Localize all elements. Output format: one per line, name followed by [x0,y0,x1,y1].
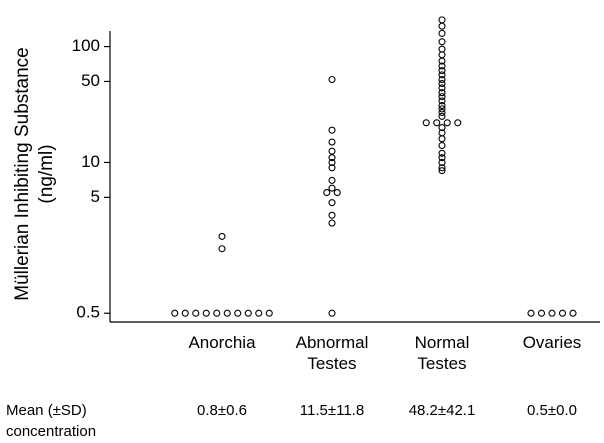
data-point [438,67,446,75]
data-point [255,309,263,317]
data-point [422,119,430,127]
data-point [328,126,336,134]
data-point [438,89,446,97]
data-point [328,138,336,146]
data-point [433,119,441,127]
data-point [438,141,446,150]
data-point [328,184,336,192]
x-tick-label: Abnormal Testes [295,333,369,373]
mean-value: 48.2±42.1 [408,402,476,419]
x-tick-label: Normal Testes [414,333,470,373]
data-point [438,105,446,113]
data-point [569,309,577,317]
data-point [438,124,446,132]
mean-value: 0.8±0.6 [197,402,247,419]
data-point [328,147,336,155]
data-point [328,164,336,172]
data-point [438,29,446,37]
data-point [438,57,446,65]
data-point [438,71,446,79]
data-point [202,309,210,317]
data-point [234,309,242,317]
data-point [218,245,226,253]
x-tick-label: Ovaries [522,333,582,352]
data-point [181,309,189,317]
mean-value: 0.5±0.0 [527,402,577,419]
data-point [438,22,446,30]
data-point [438,84,446,92]
data-point [438,135,446,143]
y-axis-label: Müllerian Inhibiting Substance (ng/ml) [12,47,57,301]
data-point [333,188,341,197]
mean-value: 11.5±11.8 [299,402,365,419]
data-point [438,154,446,162]
data-point [328,199,336,207]
data-point [323,188,331,197]
data-point [223,309,231,317]
data-point [438,38,446,46]
data-point [218,232,226,240]
data-point [438,158,446,167]
data-point [537,309,546,317]
data-point [192,309,200,317]
data-point [438,97,446,105]
data-point [438,93,446,101]
data-point [438,75,446,84]
y-tick-label: 100 [72,36,100,55]
x-tick-label: Anorchia [188,333,256,352]
data-point [328,154,336,162]
data-point [213,309,221,317]
data-point [438,16,446,24]
data-point [265,309,273,317]
data-point [328,211,336,219]
data-point [438,101,446,110]
y-tick-label: 10 [81,152,100,171]
data-point [443,119,451,127]
data-point [527,309,535,317]
data-point [328,219,336,227]
data-point [171,309,179,317]
data-point [244,309,252,317]
data-point [438,79,446,88]
data-point [438,167,446,175]
data-point [438,112,446,120]
data-point [438,108,446,117]
mean-label: Mean (±SD) concentration [6,402,97,440]
data-point [454,119,462,127]
y-tick-label: 0.5 [76,303,100,322]
data-point [558,309,567,317]
data-point [328,176,336,184]
data-point [438,62,446,70]
data-point [438,164,446,172]
data-point [438,149,446,157]
data-point [328,75,336,84]
y-tick-label: 50 [81,71,100,90]
y-tick-label: 5 [91,187,100,206]
data-point [328,309,336,317]
data-point [328,158,336,167]
data-point [548,309,556,317]
